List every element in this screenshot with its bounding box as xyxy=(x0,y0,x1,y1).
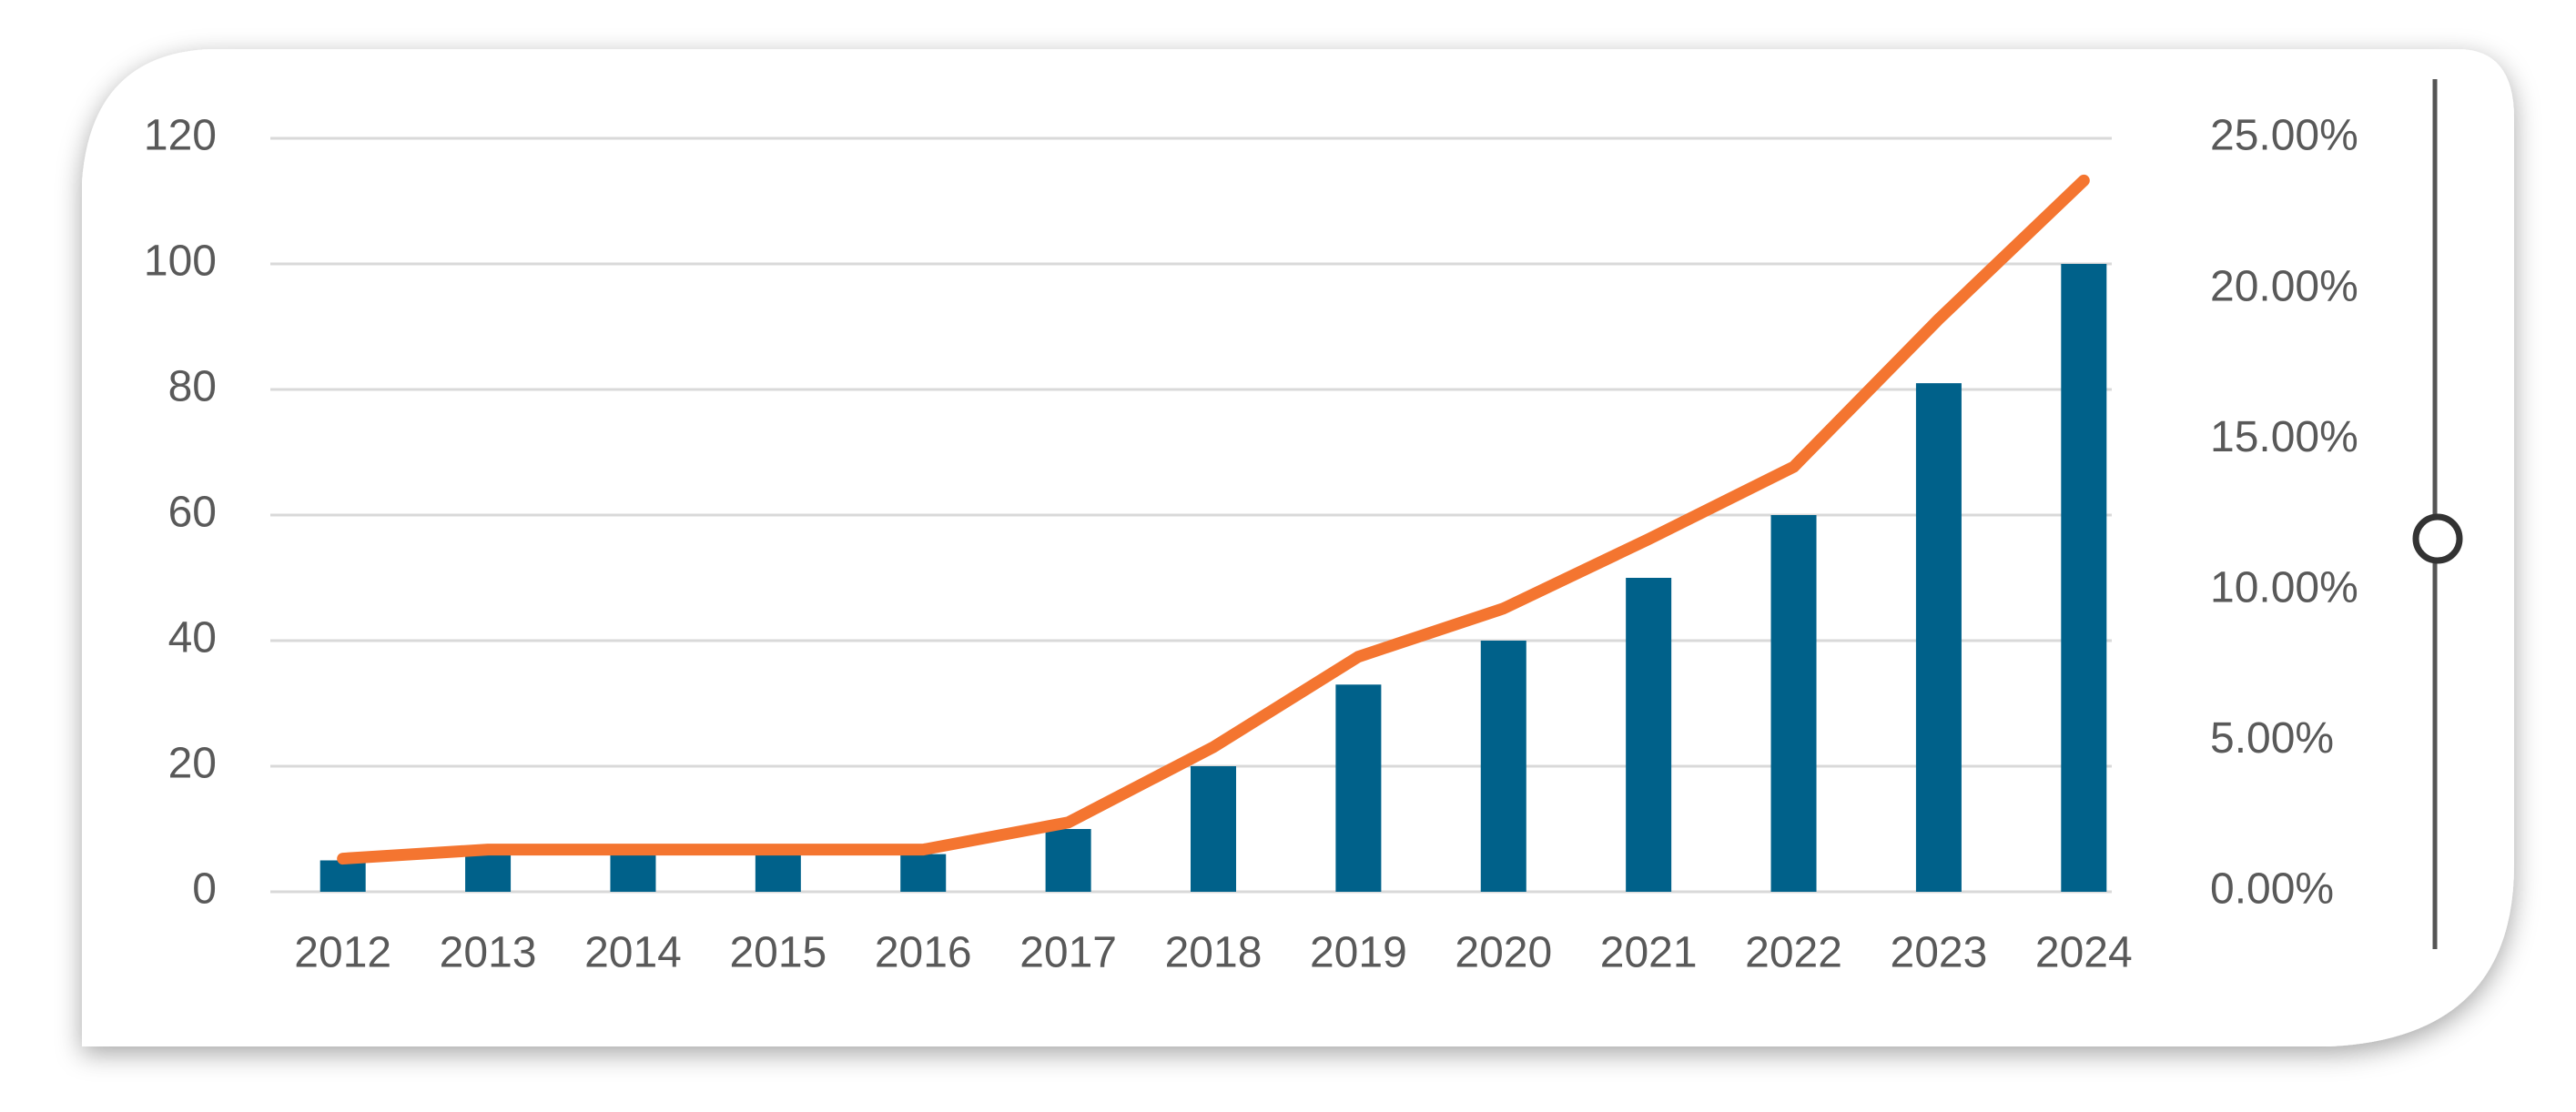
bar xyxy=(610,854,656,892)
y2-tick-label: 0.00% xyxy=(2210,865,2334,914)
x-tick-label: 2022 xyxy=(1745,929,1842,977)
bar xyxy=(465,854,512,892)
y-tick-label: 80 xyxy=(168,363,217,411)
bar xyxy=(1770,515,1817,892)
x-tick-label: 2021 xyxy=(1600,929,1698,977)
bar xyxy=(1335,684,1382,892)
x-tick-label: 2013 xyxy=(440,929,537,977)
y-tick-label: 60 xyxy=(168,489,217,537)
y2-tick-label: 5.00% xyxy=(2210,714,2334,763)
x-tick-label: 2018 xyxy=(1165,929,1263,977)
bar xyxy=(1191,766,1236,892)
bar xyxy=(2061,264,2107,892)
x-tick-label: 2023 xyxy=(1891,929,1988,977)
y2-tick-label: 10.00% xyxy=(2210,563,2358,612)
bar xyxy=(900,854,947,892)
bar xyxy=(1045,829,1091,892)
y2-tick-label: 20.00% xyxy=(2210,262,2358,310)
x-tick-label: 2017 xyxy=(1019,929,1117,977)
y-tick-label: 40 xyxy=(168,614,217,662)
x-tick-label: 2024 xyxy=(2035,929,2133,977)
x-tick-label: 2020 xyxy=(1455,929,1552,977)
slider-handle[interactable] xyxy=(2412,513,2463,564)
bar xyxy=(1626,578,1672,892)
y2-tick-label: 25.00% xyxy=(2210,112,2358,160)
x-tick-label: 2016 xyxy=(875,929,972,977)
bar xyxy=(1480,641,1526,892)
x-tick-label: 2012 xyxy=(294,929,391,977)
bar xyxy=(319,860,366,892)
line xyxy=(337,174,2090,865)
y-tick-label: 120 xyxy=(144,112,217,160)
x-tick-label: 2014 xyxy=(584,929,682,977)
y-tick-label: 20 xyxy=(168,740,217,788)
x-tick-label: 2019 xyxy=(1310,929,1407,977)
y-tick-label: 0 xyxy=(192,865,217,914)
card xyxy=(82,49,2514,1046)
y-tick-label: 100 xyxy=(144,238,217,286)
bar xyxy=(1915,383,1962,893)
y2-tick-label: 15.00% xyxy=(2210,413,2358,461)
bar xyxy=(755,854,801,892)
x-tick-label: 2015 xyxy=(729,929,827,977)
